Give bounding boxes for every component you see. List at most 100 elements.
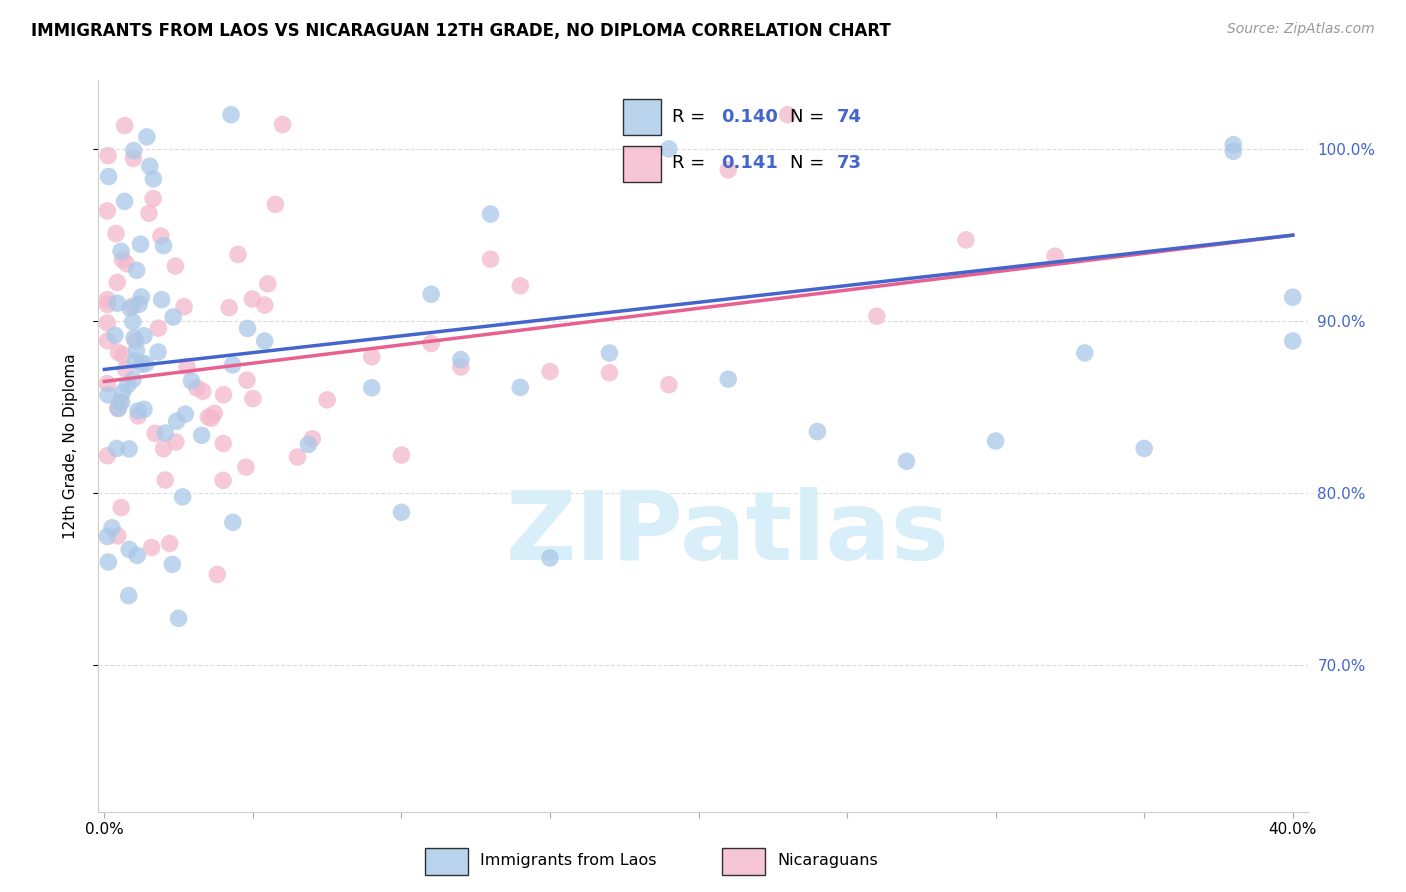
Point [127, 404, 149, 418]
Point [131, 357, 153, 371]
Point [105, 296, 128, 310]
Point [598, 346, 620, 360]
Point [190, 428, 212, 442]
Point [197, 410, 219, 425]
Point [896, 454, 918, 468]
Point [108, 395, 131, 409]
Point [1043, 249, 1066, 263]
Point [180, 374, 202, 388]
Point [97, 334, 120, 348]
Point [138, 206, 160, 220]
Point [221, 358, 243, 372]
Text: 0.141: 0.141 [721, 154, 778, 172]
Point [212, 436, 235, 450]
Point [717, 372, 740, 386]
Point [152, 238, 174, 252]
Text: 74: 74 [837, 108, 862, 126]
Point [264, 197, 287, 211]
Point [97, 388, 120, 402]
Point [135, 357, 157, 371]
Point [253, 298, 276, 312]
Point [132, 328, 155, 343]
Point [155, 473, 177, 487]
Point [256, 277, 278, 291]
Point [111, 385, 134, 400]
Point [142, 192, 165, 206]
Point [129, 237, 152, 252]
Point [806, 425, 828, 439]
Point [176, 359, 198, 374]
Point [222, 516, 245, 530]
Point [172, 490, 194, 504]
Point [166, 414, 188, 428]
Point [162, 310, 184, 324]
Text: Immigrants from Laos: Immigrants from Laos [481, 854, 657, 868]
Point [97, 169, 120, 184]
Point [96, 449, 118, 463]
Point [450, 359, 472, 374]
Point [114, 194, 136, 209]
Point [509, 380, 531, 394]
Point [131, 290, 153, 304]
Point [242, 392, 264, 406]
Point [226, 247, 249, 261]
Text: ZIPatlas: ZIPatlas [505, 487, 949, 581]
Point [107, 529, 129, 543]
Point [235, 460, 257, 475]
Point [139, 159, 162, 173]
Text: Nicaraguans: Nicaraguans [778, 854, 877, 868]
Point [97, 148, 120, 162]
Point [141, 541, 163, 555]
Point [1222, 145, 1244, 159]
Point [118, 442, 141, 456]
Point [96, 529, 118, 543]
Point [316, 392, 339, 407]
Point [212, 474, 235, 488]
Point [149, 229, 172, 244]
Point [105, 227, 128, 241]
FancyBboxPatch shape [721, 848, 765, 875]
Point [1281, 290, 1303, 304]
Point [125, 263, 148, 277]
Y-axis label: 12th Grade, No Diploma: 12th Grade, No Diploma [63, 353, 77, 539]
Point [167, 611, 190, 625]
Point [104, 328, 127, 343]
FancyBboxPatch shape [623, 145, 661, 181]
Point [271, 118, 294, 132]
Point [598, 366, 620, 380]
Point [360, 350, 382, 364]
Text: Source: ZipAtlas.com: Source: ZipAtlas.com [1227, 22, 1375, 37]
Point [117, 378, 139, 392]
Point [717, 162, 740, 177]
Point [236, 321, 259, 335]
Point [173, 300, 195, 314]
Point [148, 321, 170, 335]
Point [479, 207, 502, 221]
Point [658, 142, 681, 156]
Point [242, 292, 264, 306]
Point [122, 372, 145, 386]
Point [122, 152, 145, 166]
Point [132, 402, 155, 417]
Point [658, 377, 681, 392]
Point [1074, 346, 1097, 360]
Point [97, 555, 120, 569]
Point [105, 276, 128, 290]
Point [110, 244, 132, 259]
FancyBboxPatch shape [623, 99, 661, 136]
Point [287, 450, 309, 464]
Point [450, 352, 472, 367]
Point [118, 589, 141, 603]
Point [127, 409, 149, 423]
Text: 0.140: 0.140 [721, 108, 778, 126]
Point [121, 315, 143, 329]
Point [218, 301, 240, 315]
Point [125, 343, 148, 358]
Point [984, 434, 1007, 448]
Point [107, 401, 129, 415]
Point [111, 395, 134, 409]
Point [165, 259, 187, 273]
Text: IMMIGRANTS FROM LAOS VS NICARAGUAN 12TH GRADE, NO DIPLOMA CORRELATION CHART: IMMIGRANTS FROM LAOS VS NICARAGUAN 12TH … [31, 22, 890, 40]
Point [191, 384, 214, 399]
Point [776, 108, 799, 122]
